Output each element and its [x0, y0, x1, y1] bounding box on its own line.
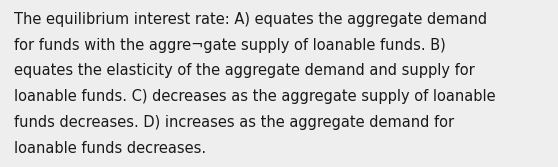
Text: The equilibrium interest rate: A) equates the aggregate demand: The equilibrium interest rate: A) equate… — [14, 12, 487, 27]
Text: for funds with the aggre¬gate supply of loanable funds. B): for funds with the aggre¬gate supply of … — [14, 38, 446, 53]
Text: loanable funds. C) decreases as the aggregate supply of loanable: loanable funds. C) decreases as the aggr… — [14, 89, 496, 104]
Text: funds decreases. D) increases as the aggregate demand for: funds decreases. D) increases as the agg… — [14, 115, 454, 130]
Text: loanable funds decreases.: loanable funds decreases. — [14, 141, 206, 156]
Text: equates the elasticity of the aggregate demand and supply for: equates the elasticity of the aggregate … — [14, 63, 475, 78]
